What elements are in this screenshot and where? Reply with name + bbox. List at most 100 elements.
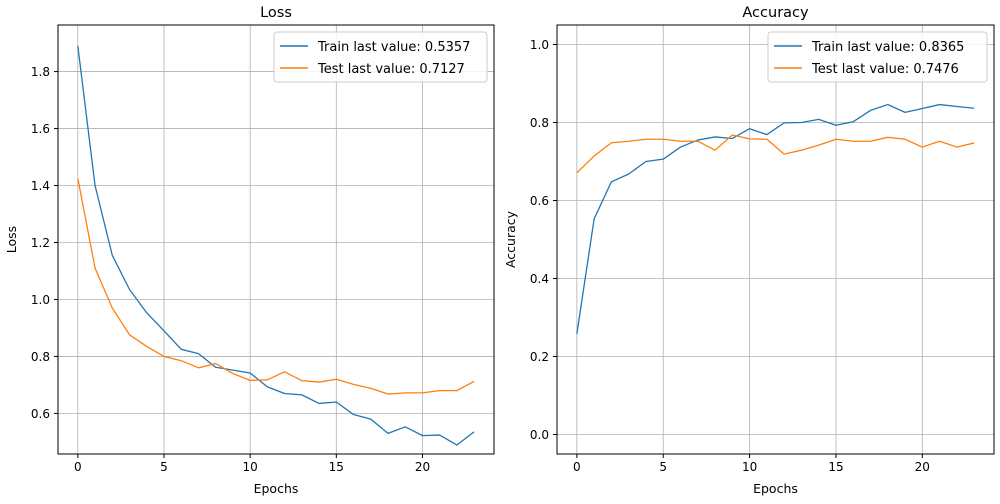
data-point [301, 379, 304, 382]
y-tick-label: 0.8 [31, 350, 50, 364]
data-point [973, 142, 976, 145]
data-point [886, 136, 889, 139]
x-tick-label: 20 [915, 460, 930, 474]
data-point [283, 392, 286, 395]
data-point [404, 392, 407, 395]
data-point [645, 160, 648, 163]
legend-box [767, 31, 988, 83]
data-point [180, 359, 183, 362]
x-tick-label: 5 [160, 460, 168, 474]
data-point [421, 392, 424, 395]
data-point [352, 413, 355, 416]
data-point [748, 127, 751, 130]
legend-label: Train last value: 0.8365 [811, 40, 964, 55]
data-point [111, 254, 114, 257]
y-tick-label: 1.8 [31, 65, 50, 79]
x-tick-label: 0 [74, 460, 82, 474]
data-point [679, 140, 682, 143]
x-axis-label: Epochs [254, 481, 299, 496]
y-tick-label: 1.6 [31, 122, 50, 136]
data-point [318, 402, 321, 405]
data-point [128, 288, 131, 291]
data-point [180, 348, 183, 351]
data-point [800, 149, 803, 152]
x-tick-label: 10 [243, 460, 258, 474]
data-point [748, 138, 751, 141]
data-point [766, 138, 769, 141]
x-tick-label: 20 [415, 460, 430, 474]
data-point [904, 111, 907, 114]
legend-label: Train last value: 0.5357 [317, 40, 470, 55]
data-point [938, 103, 941, 106]
legend-label: Test last value: 0.7127 [317, 62, 465, 77]
data-point [886, 103, 889, 106]
data-point [94, 267, 97, 270]
data-point [921, 146, 924, 149]
data-point [973, 107, 976, 110]
y-tick-label: 0.0 [530, 428, 549, 442]
data-point [783, 122, 786, 125]
legend-box [273, 31, 488, 83]
chart-title: Loss [260, 5, 292, 21]
data-point [817, 118, 820, 121]
data-point [301, 394, 304, 397]
chart-0: 0 5 10 15 20 0.6 0.8 1.0 1.2 1.4 1.6 1.8 Loss Epochs L… [4, 5, 495, 496]
chart-title: Accuracy [742, 5, 809, 21]
data-point [904, 138, 907, 141]
data-point [197, 367, 200, 370]
data-point [145, 345, 148, 348]
data-point [869, 109, 872, 112]
legend: Train last value: 0.5357 Test last value:… [273, 31, 488, 83]
data-point [232, 369, 235, 372]
data-point [696, 140, 699, 143]
data-point [817, 144, 820, 147]
series-line-0 [576, 103, 975, 334]
data-point [593, 218, 596, 221]
data-point [77, 177, 80, 180]
data-point [714, 136, 717, 139]
data-point [456, 389, 459, 392]
data-point [145, 312, 148, 315]
data-point [627, 173, 630, 176]
data-point [783, 153, 786, 156]
y-tick-label: 1.4 [31, 179, 50, 193]
data-point [679, 146, 682, 149]
data-point [576, 333, 579, 336]
x-axis-label: Epochs [753, 481, 798, 496]
series-line-0 [77, 45, 475, 446]
data-point [938, 140, 941, 143]
y-axis-label: Accuracy [503, 210, 518, 268]
data-point [335, 401, 338, 404]
plot-frame [556, 24, 995, 455]
x-tick-label: 15 [828, 460, 843, 474]
y-tick-label: 0.6 [31, 407, 50, 421]
data-point [869, 140, 872, 143]
data-point [318, 381, 321, 384]
data-point [956, 105, 959, 108]
data-point [214, 362, 217, 365]
data-point [249, 379, 252, 382]
data-point [266, 386, 269, 389]
data-point [593, 155, 596, 158]
x-tick-label: 10 [742, 460, 757, 474]
legend: Train last value: 0.8365 Test last value:… [767, 31, 988, 83]
x-tick-label: 5 [659, 460, 667, 474]
data-point [352, 383, 355, 386]
data-point [714, 149, 717, 152]
data-point [387, 393, 390, 396]
data-point [163, 329, 166, 332]
data-point [404, 425, 407, 428]
chart-1: 0 5 10 15 20 0.0 0.2 0.4 0.6 0.8 1.0 Accuracy Epochs… [503, 5, 995, 496]
data-point [731, 137, 734, 140]
data-point [835, 138, 838, 141]
data-point [214, 366, 217, 369]
data-point [766, 133, 769, 136]
data-point [369, 418, 372, 421]
legend-label: Test last value: 0.7476 [811, 62, 959, 77]
series-line-1 [77, 178, 475, 395]
y-tick-label: 0.6 [530, 194, 549, 208]
data-point [77, 45, 80, 48]
data-point [610, 141, 613, 144]
data-point [473, 430, 476, 433]
